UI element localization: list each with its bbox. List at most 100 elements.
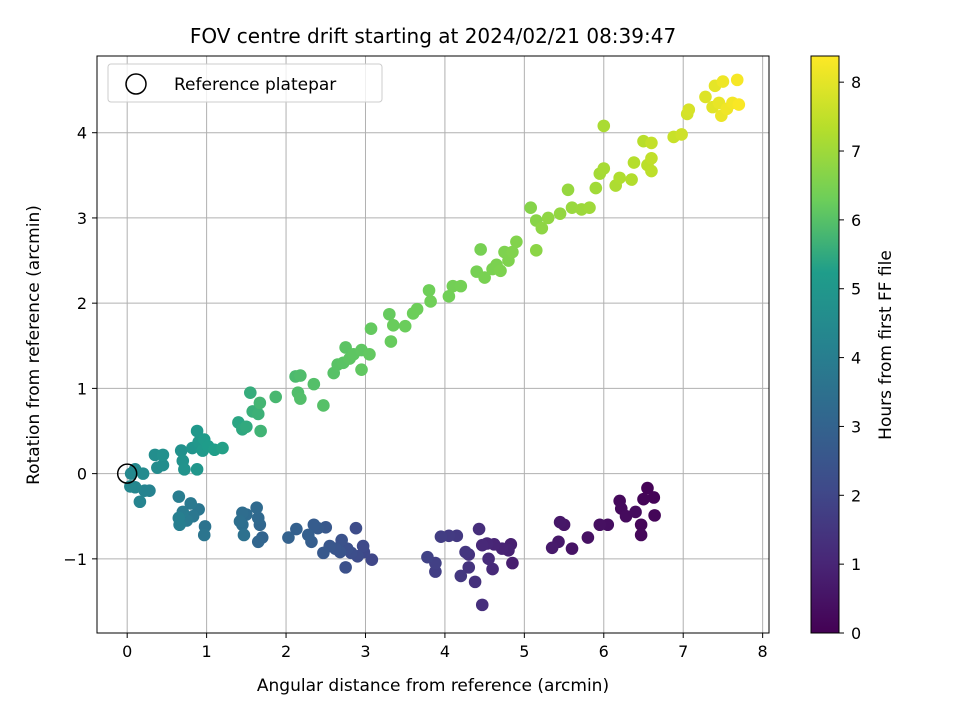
data-point (197, 528, 211, 542)
data-point (454, 279, 468, 293)
data-point (510, 235, 523, 249)
data-point (251, 535, 265, 549)
data-point (581, 531, 595, 544)
data-point (398, 319, 412, 333)
data-point (133, 495, 147, 509)
data-point (237, 528, 251, 542)
data-point (269, 390, 283, 404)
data-point (178, 463, 191, 476)
data-point (307, 518, 321, 532)
legend-marker-reference (125, 73, 147, 95)
data-point (383, 307, 396, 321)
data-point (645, 136, 658, 150)
x-axis-title: Angular distance from reference (arcmin) (257, 676, 609, 696)
data-point (730, 73, 744, 87)
x-tick-label: 0 (122, 642, 132, 661)
data-point (675, 128, 688, 141)
data-point (593, 518, 607, 532)
data-point (506, 556, 519, 570)
data-point (172, 511, 186, 525)
data-point (356, 539, 370, 553)
y-tick-label: 2 (77, 294, 87, 313)
data-point (553, 207, 567, 220)
data-point (384, 335, 398, 348)
data-point (475, 538, 489, 552)
data-point (317, 546, 330, 560)
y-axis-title: Rotation from reference (arcmin) (24, 205, 44, 485)
data-point (524, 201, 538, 215)
data-point (641, 481, 654, 495)
data-point (317, 399, 330, 412)
data-point (244, 386, 257, 399)
x-tick-label: 4 (440, 642, 450, 661)
data-point (545, 541, 559, 555)
data-point (240, 420, 253, 434)
data-point (251, 511, 265, 525)
data-point (619, 509, 633, 523)
data-point (421, 550, 434, 564)
data-point (422, 284, 436, 297)
colorbar-tick-label: 0 (851, 624, 861, 643)
data-point (648, 509, 661, 522)
data-point (716, 75, 730, 88)
data-point (156, 458, 170, 472)
data-point (172, 490, 186, 503)
data-point (307, 377, 321, 391)
data-point (294, 392, 307, 405)
data-point (301, 528, 315, 542)
data-point (294, 369, 307, 382)
data-point (386, 319, 400, 332)
data-point (645, 164, 658, 178)
data-point (355, 363, 368, 376)
data-point (462, 561, 476, 574)
legend-label-reference: Reference platepar (174, 75, 336, 95)
data-point (156, 448, 170, 462)
x-tick-label: 3 (360, 642, 370, 661)
data-point (597, 162, 611, 175)
colorbar-tick-label: 6 (851, 211, 861, 230)
data-point (565, 201, 579, 215)
colorbar-tick-label: 1 (851, 555, 861, 574)
data-point (637, 492, 650, 506)
data-point (364, 322, 378, 336)
data-point (190, 424, 204, 438)
y-tick-label: 1 (77, 379, 87, 398)
colorbar-tick-label: 4 (851, 349, 861, 368)
data-point (250, 501, 263, 515)
data-point (541, 211, 555, 225)
x-tick-label: 8 (758, 642, 768, 661)
colorbar-tick-label: 5 (851, 280, 861, 299)
data-point (282, 531, 295, 544)
x-tick-label: 5 (519, 642, 529, 661)
data-point (363, 348, 376, 361)
plot-frame (96, 55, 770, 634)
plot-area: 0 1 2 3 4 5 6 7 8 −1 0 1 2 3 4 (63, 55, 770, 661)
data-point (184, 497, 198, 510)
data-point (339, 561, 352, 574)
reference-platepar-marker (116, 463, 138, 484)
data-point (645, 151, 658, 165)
x-tick-label: 2 (281, 642, 291, 661)
data-point (647, 491, 661, 504)
data-point (583, 201, 596, 215)
data-point (682, 103, 696, 116)
data-point (565, 542, 579, 555)
colorbar-scale (810, 55, 840, 634)
data-point (190, 463, 204, 476)
data-point (529, 244, 543, 257)
data-point (699, 90, 712, 104)
data-point (634, 518, 648, 532)
data-point (478, 271, 491, 284)
x-tick-label: 1 (202, 642, 212, 661)
data-point (136, 467, 150, 480)
data-point (349, 521, 363, 535)
data-point (561, 183, 575, 197)
colorbar-tick-label: 7 (851, 142, 861, 161)
data-point (410, 302, 424, 316)
legend-frame (107, 63, 383, 103)
y-tick-label: 4 (77, 124, 87, 143)
data-point (732, 98, 746, 111)
data-point (174, 444, 188, 457)
